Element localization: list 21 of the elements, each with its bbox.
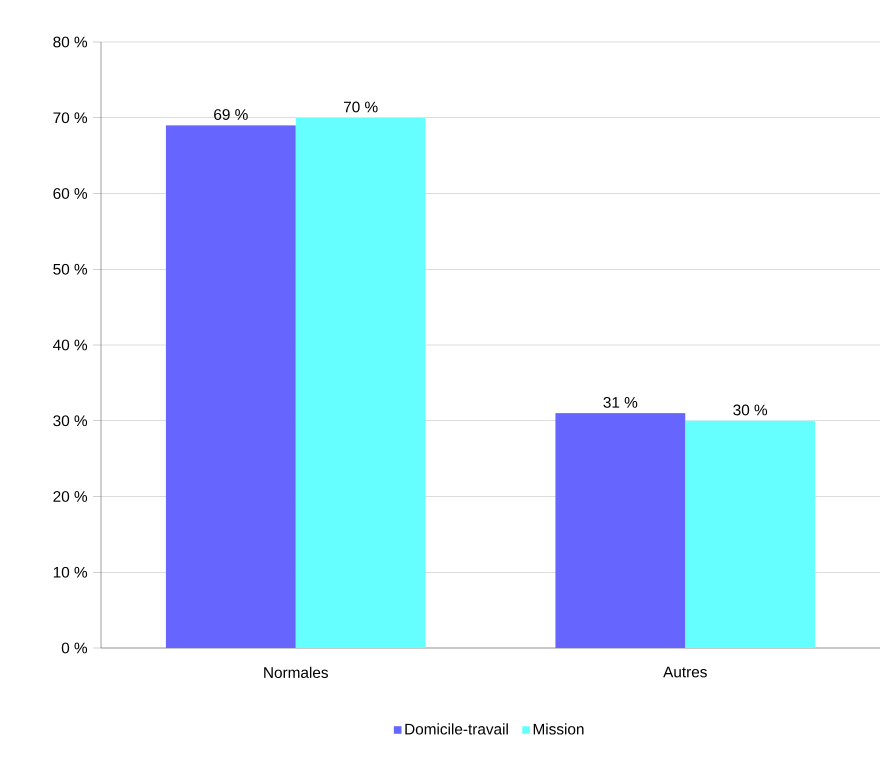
y-tick-label: 50 % bbox=[53, 264, 88, 275]
bar bbox=[555, 413, 686, 648]
data-label: 70 % bbox=[344, 102, 378, 112]
bar bbox=[166, 125, 296, 648]
y-tick-label: 80 % bbox=[53, 36, 88, 48]
y-tick-label: 0 % bbox=[62, 642, 88, 654]
bar bbox=[296, 118, 426, 648]
y-tick-label: 20 % bbox=[53, 491, 88, 502]
legend-label: Mission bbox=[534, 723, 584, 735]
y-tick-label: 60 % bbox=[53, 188, 88, 199]
y-tick-label: 30 % bbox=[53, 415, 88, 426]
bar bbox=[685, 420, 816, 648]
data-label: 31 % bbox=[603, 396, 638, 408]
y-tick-label: 70 % bbox=[53, 112, 88, 124]
x-tick-label: Autres bbox=[663, 666, 707, 678]
legend-label: Domicile-travail bbox=[405, 723, 508, 735]
x-tick-label: Normales bbox=[264, 666, 328, 678]
data-label: 30 % bbox=[733, 404, 768, 416]
y-tick-label: 40 % bbox=[53, 340, 88, 350]
data-label: 69 % bbox=[214, 109, 248, 120]
y-tick-label: 10 % bbox=[54, 566, 88, 578]
